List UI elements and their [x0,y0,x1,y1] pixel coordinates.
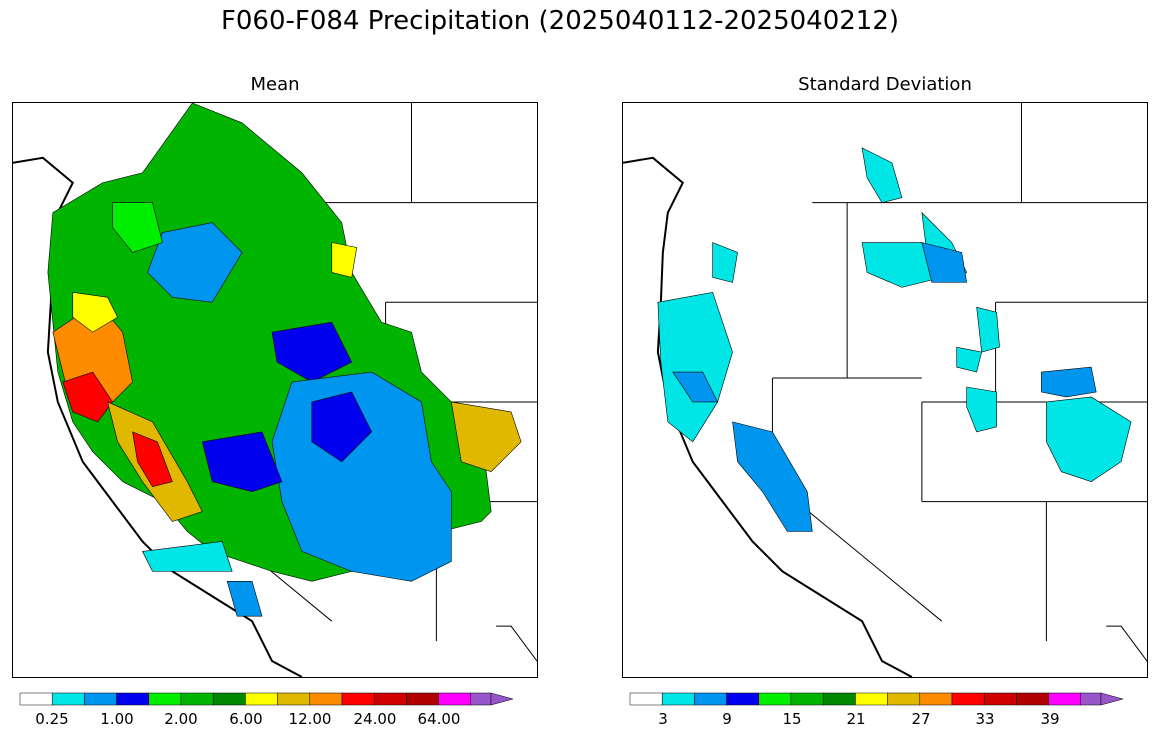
figure-title: F060-F084 Precipitation (2025040112-2025… [220,6,900,36]
colorbar-swatch [1048,692,1082,706]
mean-colorbar-tick: 0.25 [35,710,69,728]
colorbar-swatch [438,692,472,706]
colorbar-swatch [341,692,375,706]
colorbar-swatch [661,692,695,706]
colorbar-extend-arrow [490,692,514,706]
std-colorbar-tick: 27 [911,710,931,728]
colorbar-swatch [51,692,85,706]
std-colorbar-tick: 9 [722,710,732,728]
colorbar-swatch [84,692,117,706]
mean-colorbar-tick: 1.00 [100,710,134,728]
colorbar-swatch [887,692,921,706]
std-map [622,102,1148,678]
colorbar-swatch [470,692,492,706]
colorbar-swatch [726,692,760,706]
colorbar-swatch [822,692,856,706]
mean-colorbar [19,690,530,706]
std-colorbar-swatches [629,692,1124,706]
colorbar-swatch [373,692,407,706]
std-colorbar-tick: 39 [1040,710,1060,728]
std-colorbar [629,690,1140,706]
colorbar-swatch [148,692,182,706]
mean-colorbar-tick: 6.00 [229,710,263,728]
colorbar-swatch [116,692,150,706]
colorbar-swatch [406,692,439,706]
colorbar-swatch [1016,692,1049,706]
colorbar-swatch [180,692,214,706]
mean-panel-title: Mean [250,74,300,95]
colorbar-swatch [758,692,792,706]
colorbar-swatch [951,692,985,706]
std-colorbar-tick: 21 [846,710,866,728]
mean-colorbar-tick: 24.00 [353,710,397,728]
colorbar-swatch [19,692,53,706]
std-colorbar-tick: 15 [782,710,802,728]
mean-colorbar-tick: 64.00 [417,710,461,728]
colorbar-swatch [855,692,888,706]
mean-colorbar-swatches [19,692,514,706]
colorbar-swatch [309,692,343,706]
colorbar-swatch [983,692,1017,706]
colorbar-extend-arrow [1100,692,1124,706]
mean-colorbar-tick: 12.00 [288,710,332,728]
std-panel-title: Standard Deviation [798,74,972,95]
std-colorbar-tick: 33 [975,710,995,728]
colorbar-swatch [790,692,824,706]
colorbar-swatch [245,692,278,706]
colorbar-swatch [694,692,727,706]
mean-map [12,102,538,678]
colorbar-swatch [919,692,953,706]
std-colorbar-tick: 3 [658,710,668,728]
mean-colorbar-tick: 2.00 [164,710,198,728]
colorbar-swatch [629,692,663,706]
colorbar-swatch [1080,692,1102,706]
colorbar-swatch [212,692,246,706]
colorbar-swatch [277,692,311,706]
